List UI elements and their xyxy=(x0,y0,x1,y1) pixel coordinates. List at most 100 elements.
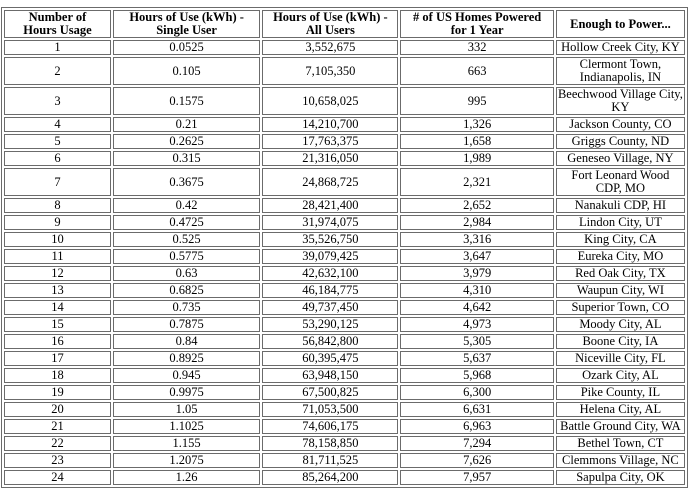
table-cell: 8 xyxy=(4,198,111,213)
table-row: 10 0.525 35,526,750 3,316 King City, CA xyxy=(4,232,685,247)
table-cell: 74,606,175 xyxy=(262,419,399,434)
table-row: 19 0.9975 67,500,825 6,300 Pike County, IL xyxy=(4,385,685,400)
table-cell: Boone City, IA xyxy=(555,334,685,349)
table-cell: Sapulpa City, OK xyxy=(555,470,685,485)
table-cell: 0.42 xyxy=(112,198,261,213)
table-cell: 23 xyxy=(4,453,111,468)
table-cell: 0.3675 xyxy=(112,168,261,196)
table-cell: 81,711,525 xyxy=(262,453,399,468)
table-cell: Fort Leonard Wood CDP, MO xyxy=(555,168,685,196)
table-cell: 15 xyxy=(4,317,111,332)
table-cell: 332 xyxy=(400,40,554,55)
table-cell: 3,979 xyxy=(400,266,554,281)
table-cell: 4,642 xyxy=(400,300,554,315)
table-cell: 10 xyxy=(4,232,111,247)
table-cell: 0.9975 xyxy=(112,385,261,400)
table-cell: Waupun City, WI xyxy=(555,283,685,298)
table-cell: 46,184,775 xyxy=(262,283,399,298)
table-cell: 0.105 xyxy=(112,57,261,85)
table-cell: 0.525 xyxy=(112,232,261,247)
table-cell: Red Oak City, TX xyxy=(555,266,685,281)
table-row: 22 1.155 78,158,850 7,294 Bethel Town, CT xyxy=(4,436,685,451)
table-cell: 2 xyxy=(4,57,111,85)
table-cell: 0.5775 xyxy=(112,249,261,264)
table-cell: 2,652 xyxy=(400,198,554,213)
table-cell: 11 xyxy=(4,249,111,264)
table-row: 20 1.05 71,053,500 6,631 Helena City, AL xyxy=(4,402,685,417)
table-row: 1 0.0525 3,552,675 332 Hollow Creek City, KY xyxy=(4,40,685,55)
table-cell: 7,957 xyxy=(400,470,554,485)
table-cell: Lindon City, UT xyxy=(555,215,685,230)
table-cell: 14 xyxy=(4,300,111,315)
header-row: Number of Hours Usage Hours of Use (kWh) … xyxy=(4,10,685,38)
column-header: Hours of Use (kWh) - All Users xyxy=(262,10,399,38)
table-cell: 0.315 xyxy=(112,151,261,166)
table-row: 15 0.7875 53,290,125 4,973 Moody City, AL xyxy=(4,317,685,332)
hours-usage-table: Number of Hours Usage Hours of Use (kWh) … xyxy=(1,7,688,488)
table-row: 12 0.63 42,632,100 3,979 Red Oak City, TX xyxy=(4,266,685,281)
table-cell: 67,500,825 xyxy=(262,385,399,400)
table-cell: 3,647 xyxy=(400,249,554,264)
table-cell: 12 xyxy=(4,266,111,281)
table-row: 7 0.3675 24,868,725 2,321 Fort Leonard Wood … xyxy=(4,168,685,196)
table-header: Number of Hours Usage Hours of Use (kWh) … xyxy=(4,10,685,38)
table-cell: 1.2075 xyxy=(112,453,261,468)
table-cell: 0.4725 xyxy=(112,215,261,230)
table-cell: Griggs County, ND xyxy=(555,134,685,149)
table-cell: 4,973 xyxy=(400,317,554,332)
table-cell: 5,637 xyxy=(400,351,554,366)
table-cell: 1.26 xyxy=(112,470,261,485)
table-cell: 35,526,750 xyxy=(262,232,399,247)
table-cell: Nanakuli CDP, HI xyxy=(555,198,685,213)
table-cell: 2,984 xyxy=(400,215,554,230)
table-cell: 4 xyxy=(4,117,111,132)
table-cell: 4,310 xyxy=(400,283,554,298)
table-row: 14 0.735 49,737,450 4,642 Superior Town, CO xyxy=(4,300,685,315)
table-row: 24 1.26 85,264,200 7,957 Sapulpa City, OK xyxy=(4,470,685,485)
table-row: 21 1.1025 74,606,175 6,963 Battle Ground Cit… xyxy=(4,419,685,434)
table-cell: 24 xyxy=(4,470,111,485)
table-cell: 16 xyxy=(4,334,111,349)
table-cell: Hollow Creek City, KY xyxy=(555,40,685,55)
table-cell: 19 xyxy=(4,385,111,400)
table-cell: 0.8925 xyxy=(112,351,261,366)
table-cell: 5,305 xyxy=(400,334,554,349)
table-cell: 0.0525 xyxy=(112,40,261,55)
table-cell: 21,316,050 xyxy=(262,151,399,166)
table-cell: 0.2625 xyxy=(112,134,261,149)
table-cell: 0.1575 xyxy=(112,87,261,115)
table-cell: 1.1025 xyxy=(112,419,261,434)
table-cell: 1.155 xyxy=(112,436,261,451)
table-row: 17 0.8925 60,395,475 5,637 Niceville City, F… xyxy=(4,351,685,366)
table-cell: 2,321 xyxy=(400,168,554,196)
table-cell: 18 xyxy=(4,368,111,383)
table-cell: 42,632,100 xyxy=(262,266,399,281)
table-row: 5 0.2625 17,763,375 1,658 Griggs County, ND xyxy=(4,134,685,149)
table-cell: 1 xyxy=(4,40,111,55)
table-cell: 3,552,675 xyxy=(262,40,399,55)
table-cell: 3,316 xyxy=(400,232,554,247)
table-cell: 5 xyxy=(4,134,111,149)
table-cell: 53,290,125 xyxy=(262,317,399,332)
table-cell: 20 xyxy=(4,402,111,417)
table-cell: 17,763,375 xyxy=(262,134,399,149)
table-cell: 0.945 xyxy=(112,368,261,383)
table-cell: 85,264,200 xyxy=(262,470,399,485)
table-cell: Geneseo Village, NY xyxy=(555,151,685,166)
table-cell: 1,989 xyxy=(400,151,554,166)
table-cell: 6,963 xyxy=(400,419,554,434)
table-cell: Beechwood Village City, KY xyxy=(555,87,685,115)
table-cell: 0.21 xyxy=(112,117,261,132)
table-cell: 7 xyxy=(4,168,111,196)
column-header: Number of Hours Usage xyxy=(4,10,111,38)
table-cell: 14,210,700 xyxy=(262,117,399,132)
table-cell: 31,974,075 xyxy=(262,215,399,230)
table-cell: 13 xyxy=(4,283,111,298)
table-cell: King City, CA xyxy=(555,232,685,247)
table-cell: 28,421,400 xyxy=(262,198,399,213)
table-cell: 5,968 xyxy=(400,368,554,383)
table-cell: Ozark City, AL xyxy=(555,368,685,383)
table-cell: Superior Town, CO xyxy=(555,300,685,315)
table-cell: Clermont Town, Indianapolis, IN xyxy=(555,57,685,85)
table-cell: Battle Ground City, WA xyxy=(555,419,685,434)
